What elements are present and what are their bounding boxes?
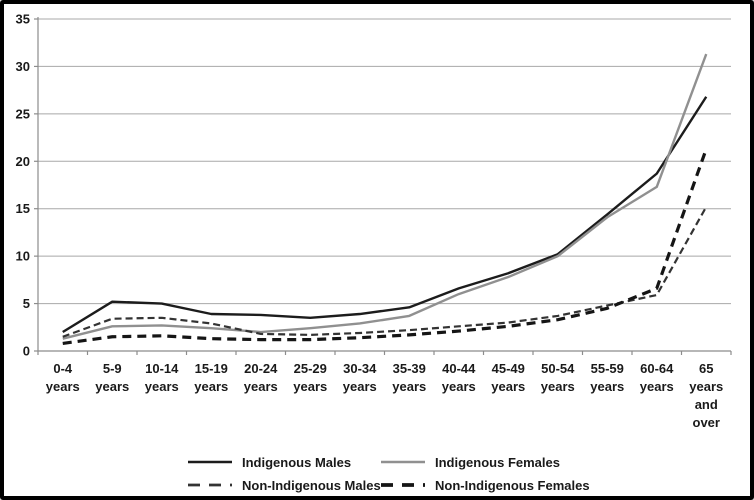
legend-item-indigenous-females: Indigenous Females [380, 452, 590, 472]
series-line-non-indigenous-females [62, 148, 708, 345]
legend-item-non-indigenous-males: Non-Indigenous Males [187, 475, 381, 495]
y-tick-label: 15 [16, 201, 30, 216]
legend-item-non-indigenous-females: Non-Indigenous Females [380, 475, 590, 495]
legend-line-sample-icon [381, 460, 425, 464]
x-tick-label: 55-59 years [590, 361, 624, 394]
series-line-indigenous-males [62, 96, 708, 334]
x-tick-label: 60-64 years [640, 361, 674, 394]
series-line-indigenous-females [62, 53, 708, 340]
legend-line-sample-icon [381, 483, 425, 487]
x-tick-label: 20-24 years [244, 361, 278, 394]
x-tick-label: 5-9 years [95, 361, 129, 394]
x-tick-label: 10-14 years [145, 361, 179, 394]
y-tick-label: 35 [16, 12, 30, 27]
legend-line-sample-icon [188, 483, 232, 487]
legend-label-non-indigenous-males: Non-Indigenous Males [242, 477, 381, 493]
x-tick-label: 25-29 years [293, 361, 327, 394]
legend-label-indigenous-females: Indigenous Females [435, 454, 560, 470]
y-tick-label: 20 [16, 154, 30, 169]
legend-label-indigenous-males: Indigenous Males [242, 454, 352, 470]
y-tick-label: 5 [23, 296, 30, 311]
legend-item-indigenous-males: Indigenous Males [187, 452, 380, 472]
y-tick-label: 0 [23, 344, 30, 359]
x-tick-label: 65 years and over [689, 361, 723, 430]
x-tick-label: 30-34 years [343, 361, 377, 394]
y-tick-label: 10 [16, 249, 30, 264]
legend-label-non-indigenous-females: Non-Indigenous Females [435, 477, 590, 493]
x-tick-label: 40-44 years [442, 361, 476, 394]
chart-legend: Indigenous Males Indigenous Females Non-… [187, 452, 590, 495]
series-line-non-indigenous-males [62, 206, 708, 338]
line-chart-svg: 0 5 10 15 20 25 30 35 0-4 years 5-9 years 10-14 years… [16, 12, 732, 430]
y-tick-label: 30 [16, 59, 30, 74]
y-tick-label: 25 [16, 106, 30, 121]
x-tick-label: 15-19 years [194, 361, 228, 394]
x-tick-label: 50-54 years [541, 361, 575, 394]
legend-line-sample-icon [188, 460, 232, 464]
x-tick-label: 45-49 years [491, 361, 525, 394]
x-tick-label: 0-4 years [46, 361, 80, 394]
x-tick-label: 35-39 years [392, 361, 426, 394]
